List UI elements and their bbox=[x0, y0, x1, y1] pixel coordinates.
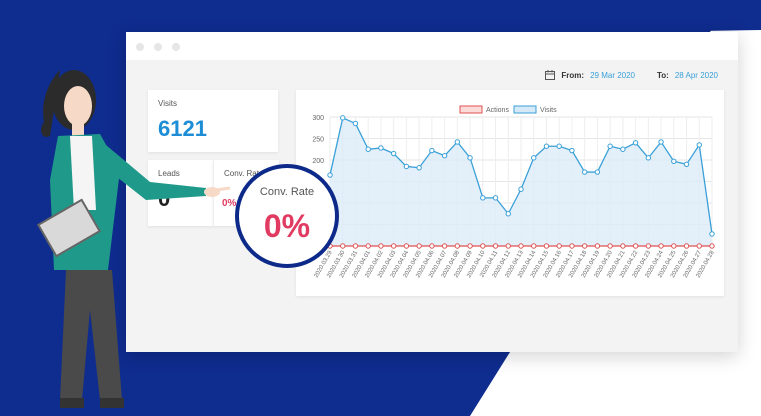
visits-point bbox=[658, 139, 664, 145]
y-tick-label: 300 bbox=[312, 115, 324, 122]
actions-point bbox=[683, 243, 690, 249]
visits-point bbox=[531, 155, 537, 161]
to-label: To: bbox=[657, 70, 669, 80]
from-date[interactable]: 29 Mar 2020 bbox=[590, 70, 635, 80]
visits-point bbox=[543, 143, 550, 149]
date-range-bar: From: 29 Mar 2020 To: 28 Apr 2020 bbox=[545, 70, 718, 80]
actions-point bbox=[709, 243, 715, 249]
visits-point bbox=[696, 142, 702, 148]
legend-swatch bbox=[459, 105, 483, 114]
actions-point bbox=[390, 243, 397, 249]
actions-point bbox=[696, 243, 702, 249]
visits-point bbox=[683, 161, 690, 168]
actions-point bbox=[416, 243, 422, 249]
actions-point bbox=[531, 243, 537, 249]
actions-point bbox=[543, 243, 550, 249]
legend-label: Visits bbox=[540, 107, 557, 114]
actions-point bbox=[632, 243, 639, 249]
visits-area bbox=[330, 117, 712, 246]
legend-swatch bbox=[513, 105, 537, 114]
visits-point bbox=[709, 231, 715, 237]
visits-point bbox=[632, 140, 639, 146]
actions-point bbox=[492, 243, 499, 249]
visits-card: Visits 6121 bbox=[148, 90, 278, 152]
actions-point bbox=[403, 243, 410, 249]
visits-point bbox=[556, 143, 562, 149]
actions-point bbox=[518, 243, 524, 249]
actions-point bbox=[480, 243, 486, 249]
window-dot-maximize[interactable] bbox=[172, 43, 180, 51]
window-titlebar bbox=[126, 32, 738, 60]
visits-value: 6121 bbox=[158, 116, 207, 141]
visits-point bbox=[569, 147, 575, 154]
actions-point bbox=[569, 243, 575, 249]
actions-point bbox=[581, 243, 588, 249]
visits-point bbox=[480, 195, 486, 201]
actions-point bbox=[352, 243, 359, 249]
visits-point bbox=[340, 115, 346, 121]
visits-point bbox=[365, 146, 371, 152]
conv-rate-zoom: Conv. Rate 0% bbox=[235, 164, 339, 268]
actions-point bbox=[340, 243, 346, 249]
zoom-conv-rate-label: Conv. Rate bbox=[259, 186, 315, 198]
visits-chart-card: 501001502002503002020.03.292020.03.30202… bbox=[296, 90, 724, 296]
visits-label: Visits bbox=[158, 99, 177, 108]
actions-point bbox=[454, 243, 461, 249]
actions-point bbox=[645, 243, 652, 249]
actions-point bbox=[607, 243, 613, 249]
visits-actions-chart: 501001502002503002020.03.292020.03.30202… bbox=[312, 105, 716, 279]
visits-point bbox=[492, 195, 499, 201]
actions-point bbox=[671, 243, 677, 249]
visits-point bbox=[518, 186, 524, 192]
actions-point bbox=[620, 243, 626, 249]
woman-pointing-illustration bbox=[36, 70, 231, 408]
visits-point bbox=[467, 155, 473, 161]
zoom-conv-rate-value: 0% bbox=[263, 208, 311, 244]
visits-point bbox=[416, 165, 422, 171]
visits-point bbox=[645, 155, 652, 161]
window-dot-minimize[interactable] bbox=[154, 43, 162, 51]
visits-point bbox=[581, 169, 588, 175]
visits-point bbox=[352, 120, 359, 127]
conv-rate-value: 0% bbox=[222, 198, 237, 209]
visits-point bbox=[403, 163, 410, 170]
visits-point bbox=[594, 169, 601, 175]
actions-point bbox=[429, 243, 435, 249]
legend-label: Actions bbox=[486, 107, 509, 114]
leads-label: Leads bbox=[158, 169, 180, 178]
actions-point bbox=[505, 243, 511, 249]
actions-point bbox=[594, 243, 601, 249]
visits-point bbox=[607, 143, 613, 149]
visits-point bbox=[454, 139, 461, 145]
visits-point bbox=[441, 152, 448, 159]
visits-point bbox=[327, 172, 333, 178]
window-dot-close[interactable] bbox=[136, 43, 144, 51]
from-label: From: bbox=[561, 70, 585, 80]
conv-rate-label: Conv. Rate bbox=[224, 169, 264, 178]
visits-point bbox=[390, 150, 397, 157]
visits-point bbox=[505, 211, 511, 217]
visits-point bbox=[429, 147, 435, 154]
actions-point bbox=[556, 243, 562, 249]
actions-point bbox=[365, 243, 371, 249]
to-date[interactable]: 28 Apr 2020 bbox=[674, 70, 718, 80]
y-tick-label: 200 bbox=[312, 158, 324, 165]
y-tick-label: 250 bbox=[312, 137, 324, 144]
calendar-icon[interactable] bbox=[545, 70, 556, 80]
actions-point bbox=[467, 243, 473, 249]
visits-point bbox=[671, 158, 677, 164]
actions-point bbox=[658, 243, 664, 249]
app-window: From: 29 Mar 2020 To: 28 Apr 2020 Visits… bbox=[126, 32, 738, 352]
visits-point bbox=[620, 146, 626, 152]
actions-point bbox=[441, 243, 448, 249]
actions-point bbox=[378, 243, 384, 249]
visits-point bbox=[378, 145, 384, 151]
